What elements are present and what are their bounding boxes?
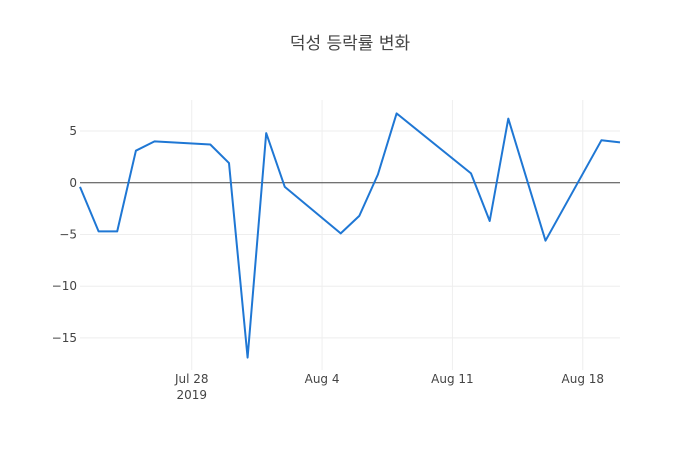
- grid-layer: [80, 100, 620, 370]
- series-layer: [79, 112, 621, 359]
- series-line: [79, 112, 621, 359]
- y-tick-label: −10: [52, 279, 77, 293]
- chart-title: 덕성 등락률 변화: [290, 34, 411, 54]
- x-tick-label: Aug 11: [431, 372, 474, 386]
- x-tick-label: Aug 4: [305, 372, 340, 386]
- x-tick-label: Aug 18: [562, 372, 605, 386]
- x-tick-sublabel: 2019: [176, 388, 207, 402]
- y-tick-label: −5: [59, 227, 77, 241]
- x-tick-label: Jul 28: [174, 372, 209, 386]
- y-tick-label: −15: [52, 331, 77, 345]
- y-axis-ticks: 5 0 −5 −10 −15: [52, 124, 77, 345]
- x-axis-ticks: Jul 28 2019 Aug 4 Aug 11 Aug 18: [174, 372, 604, 402]
- y-tick-label: 5: [69, 124, 77, 138]
- y-tick-label: 0: [69, 176, 77, 190]
